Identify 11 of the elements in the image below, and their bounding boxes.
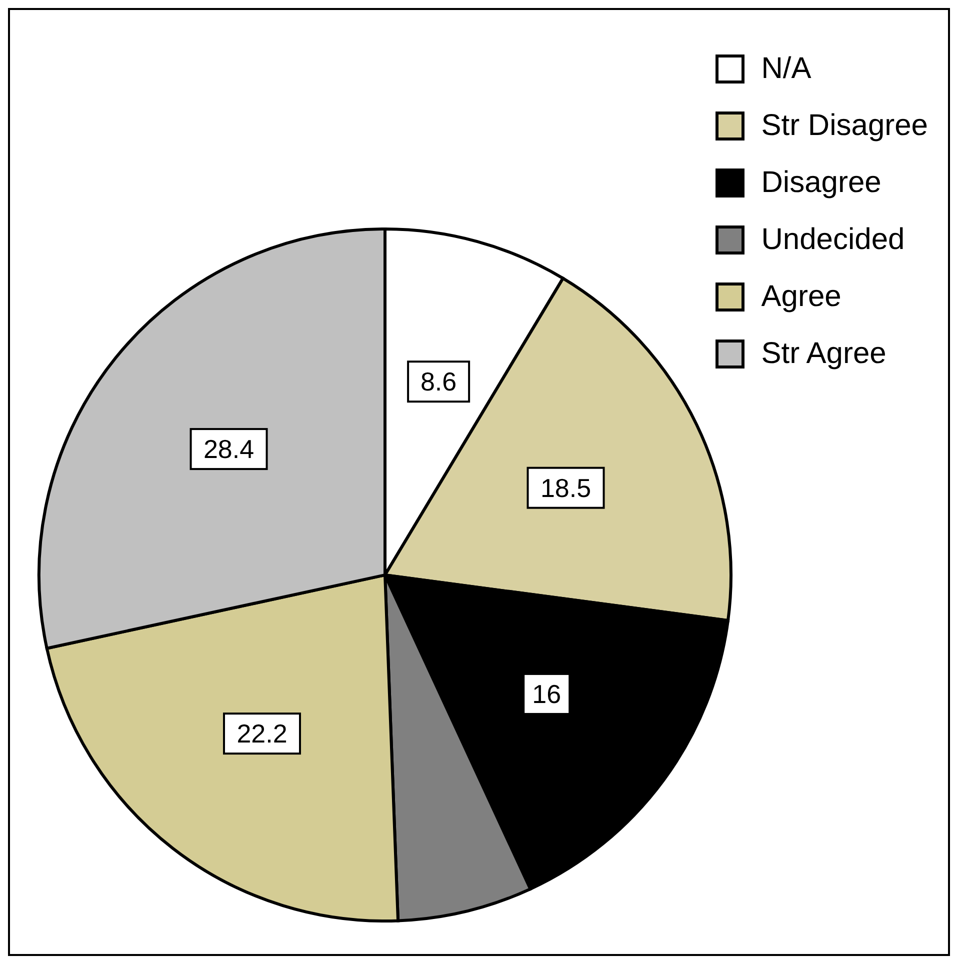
legend-label: N/A <box>761 50 812 86</box>
data-label: 18.5 <box>540 472 592 503</box>
data-label: 16 <box>532 678 562 709</box>
data-label: 28.4 <box>203 434 254 464</box>
data-label: 22.2 <box>236 718 288 749</box>
legend-label: Str Disagree <box>761 108 928 144</box>
legend-label: Undecided <box>761 222 905 258</box>
legend-label: Disagree <box>761 164 882 200</box>
data-label: 8.6 <box>420 366 457 397</box>
legend-label: Str Agree <box>761 336 886 372</box>
legend-label: Agree <box>761 278 842 314</box>
